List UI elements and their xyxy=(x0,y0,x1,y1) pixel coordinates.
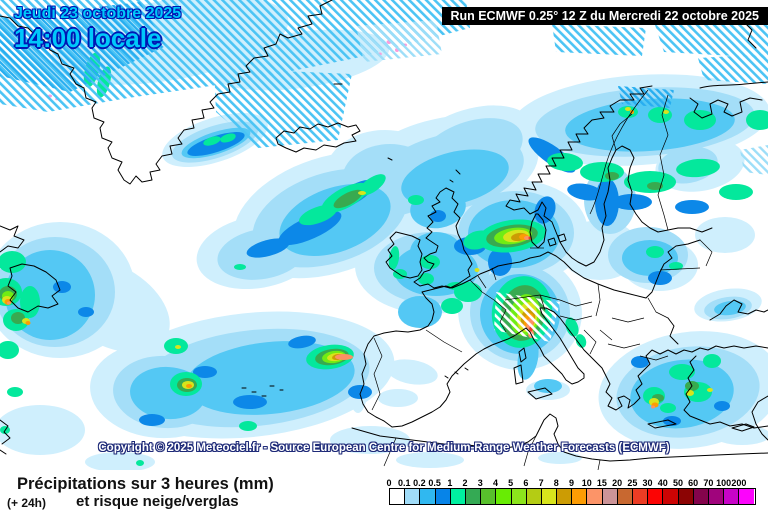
legend-color-cell xyxy=(617,489,633,504)
legend-color-cell xyxy=(693,489,709,504)
legend-tick: 7 xyxy=(538,478,544,488)
legend-color-cell xyxy=(526,489,542,504)
legend-tick: 2 xyxy=(462,478,468,488)
precipitation-legend: 0 0.1 0.2 0.5 1 2 3 4 5 6 7 8 9 10 15 20 25 30 40 50 60 70 100… xyxy=(386,470,761,512)
legend-tick: 8 xyxy=(553,478,559,488)
legend-tick: 200 xyxy=(731,478,747,488)
legend-tick: 5 xyxy=(508,478,514,488)
legend-tick: 60 xyxy=(688,478,699,488)
legend-tick: 10 xyxy=(581,478,592,488)
legend-tick: 0.2 xyxy=(413,478,426,488)
legend-color-bar xyxy=(389,488,756,505)
legend-tick: 30 xyxy=(642,478,653,488)
legend-color-cell xyxy=(648,489,664,504)
footer-panel: Précipitations sur 3 heures (mm) (+ 24h)… xyxy=(0,470,768,512)
legend-color-cell xyxy=(405,489,421,504)
legend-tick: 70 xyxy=(703,478,714,488)
legend-color-cell xyxy=(739,489,754,504)
legend-tick: 25 xyxy=(627,478,638,488)
model-run-banner: Run ECMWF 0.25° 12 Z du Mercredi 22 octo… xyxy=(442,7,768,25)
legend-tick: 15 xyxy=(596,478,607,488)
forecast-map xyxy=(0,0,768,470)
legend-tick: 3 xyxy=(477,478,483,488)
precipitation-map-image xyxy=(0,0,768,470)
map-subtitle: et risque neige/verglas xyxy=(76,493,239,510)
legend-tick: 50 xyxy=(672,478,683,488)
legend-color-cell xyxy=(511,489,527,504)
legend-color-cell xyxy=(496,489,512,504)
legend-color-cell xyxy=(465,489,482,504)
legend-color-cell xyxy=(587,489,603,504)
legend-tick: 1 xyxy=(447,478,453,488)
legend-color-cell xyxy=(557,489,573,504)
copyright-line: Copyright © 2025 Meteociel.fr - Source E… xyxy=(98,442,670,454)
legend-tick-labels: 0 0.1 0.2 0.5 1 2 3 4 5 6 7 8 9 10 15 20 25 30 40 50 60 70 100… xyxy=(386,478,757,488)
legend-color-cell xyxy=(481,489,497,504)
legend-color-cell xyxy=(390,489,406,504)
legend-tick: 20 xyxy=(612,478,623,488)
legend-tick: 9 xyxy=(569,478,575,488)
legend-color-cell xyxy=(420,489,436,504)
legend-tick: 100 xyxy=(716,478,732,488)
legend-tick: 0 xyxy=(386,478,392,488)
legend-color-cell xyxy=(724,489,740,504)
legend-color-cell xyxy=(435,489,451,504)
legend-color-cell xyxy=(708,489,725,504)
map-title: Précipitations sur 3 heures (mm) xyxy=(17,475,274,493)
legend-tick: 6 xyxy=(523,478,529,488)
legend-tick: 0.1 xyxy=(397,478,411,488)
legend-color-cell xyxy=(450,489,466,504)
coastlines xyxy=(0,0,768,462)
legend-color-cell xyxy=(602,489,618,504)
legend-tick: 4 xyxy=(492,478,498,488)
legend-tick: 40 xyxy=(657,478,668,488)
legend-color-cell xyxy=(541,489,558,504)
legend-color-cell xyxy=(678,489,694,504)
legend-tick: 0.5 xyxy=(428,478,441,488)
snow-hatch-areas xyxy=(0,0,768,342)
legend-color-cell xyxy=(633,489,649,504)
legend-color-cell xyxy=(572,489,588,504)
legend-color-cell xyxy=(663,489,679,504)
country-borders xyxy=(371,89,713,470)
lead-time-label: (+ 24h) xyxy=(7,496,47,510)
